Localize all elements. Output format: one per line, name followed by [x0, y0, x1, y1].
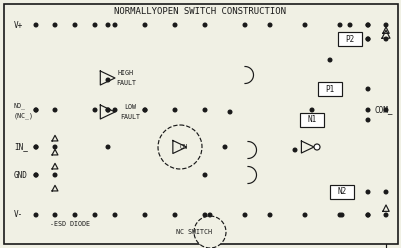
Circle shape: [53, 145, 57, 149]
Circle shape: [93, 23, 97, 27]
Text: NO_: NO_: [14, 103, 26, 109]
Circle shape: [223, 145, 226, 149]
Circle shape: [34, 145, 38, 149]
Circle shape: [34, 23, 38, 27]
Circle shape: [383, 23, 387, 27]
Circle shape: [313, 144, 319, 150]
Circle shape: [347, 23, 351, 27]
Circle shape: [267, 23, 271, 27]
Text: HIGH: HIGH: [118, 70, 134, 76]
Circle shape: [365, 108, 369, 112]
Circle shape: [203, 173, 206, 177]
Circle shape: [228, 110, 231, 114]
Circle shape: [113, 108, 117, 112]
Circle shape: [203, 23, 206, 27]
Circle shape: [106, 108, 109, 112]
Circle shape: [365, 118, 369, 122]
Circle shape: [365, 190, 369, 194]
Circle shape: [143, 108, 146, 112]
Circle shape: [34, 173, 38, 177]
Circle shape: [113, 213, 117, 217]
Bar: [337, 32, 361, 46]
Circle shape: [53, 173, 57, 177]
Circle shape: [365, 213, 369, 217]
Circle shape: [143, 108, 146, 112]
Circle shape: [339, 213, 343, 217]
Circle shape: [365, 37, 369, 41]
Circle shape: [93, 213, 97, 217]
Circle shape: [337, 23, 341, 27]
Text: (NC_): (NC_): [14, 113, 34, 119]
Circle shape: [383, 108, 387, 112]
Circle shape: [365, 23, 369, 27]
Text: V+: V+: [14, 21, 23, 30]
Text: ON: ON: [180, 144, 188, 150]
Text: N1: N1: [307, 116, 316, 124]
Circle shape: [194, 216, 225, 248]
Circle shape: [53, 213, 57, 217]
Circle shape: [173, 23, 176, 27]
Circle shape: [302, 213, 306, 217]
Text: COM_: COM_: [374, 105, 392, 115]
Circle shape: [53, 108, 57, 112]
Circle shape: [34, 108, 38, 112]
Circle shape: [106, 108, 109, 112]
Circle shape: [93, 108, 97, 112]
Text: NORMALLYOPEN SWITCH CONSTRUCTION: NORMALLYOPEN SWITCH CONSTRUCTION: [114, 6, 285, 16]
Circle shape: [327, 58, 331, 62]
Circle shape: [203, 213, 206, 217]
Text: IN_: IN_: [14, 143, 28, 152]
Bar: [317, 82, 341, 96]
Circle shape: [34, 108, 38, 112]
Circle shape: [365, 37, 369, 41]
Circle shape: [173, 213, 176, 217]
Circle shape: [383, 37, 387, 41]
Circle shape: [208, 213, 211, 217]
Circle shape: [365, 213, 369, 217]
Text: V-: V-: [14, 211, 23, 219]
Circle shape: [34, 173, 38, 177]
Text: NC SWITCH: NC SWITCH: [176, 229, 211, 235]
Bar: [329, 185, 353, 199]
Circle shape: [73, 213, 77, 217]
Circle shape: [243, 213, 246, 217]
Circle shape: [173, 108, 176, 112]
Circle shape: [143, 23, 146, 27]
Circle shape: [106, 78, 109, 82]
Circle shape: [365, 23, 369, 27]
Text: GND: GND: [14, 171, 28, 180]
Circle shape: [267, 213, 271, 217]
Circle shape: [53, 23, 57, 27]
Circle shape: [365, 87, 369, 91]
Text: LOW: LOW: [124, 104, 136, 110]
Text: -ESD DIODE: -ESD DIODE: [50, 221, 90, 227]
Circle shape: [337, 213, 341, 217]
Text: P1: P1: [324, 85, 334, 93]
Circle shape: [34, 145, 38, 149]
Text: FAULT: FAULT: [120, 114, 140, 120]
Text: FAULT: FAULT: [116, 80, 136, 86]
Circle shape: [310, 108, 313, 112]
Circle shape: [73, 23, 77, 27]
Circle shape: [143, 213, 146, 217]
Circle shape: [383, 213, 387, 217]
Circle shape: [106, 145, 109, 149]
Circle shape: [113, 23, 117, 27]
Circle shape: [243, 23, 246, 27]
Circle shape: [292, 148, 296, 152]
Circle shape: [203, 108, 206, 112]
Circle shape: [34, 213, 38, 217]
Text: P2: P2: [344, 34, 354, 43]
Circle shape: [383, 190, 387, 194]
Bar: [299, 113, 323, 127]
Text: N2: N2: [336, 187, 346, 196]
Circle shape: [106, 23, 109, 27]
Circle shape: [302, 23, 306, 27]
